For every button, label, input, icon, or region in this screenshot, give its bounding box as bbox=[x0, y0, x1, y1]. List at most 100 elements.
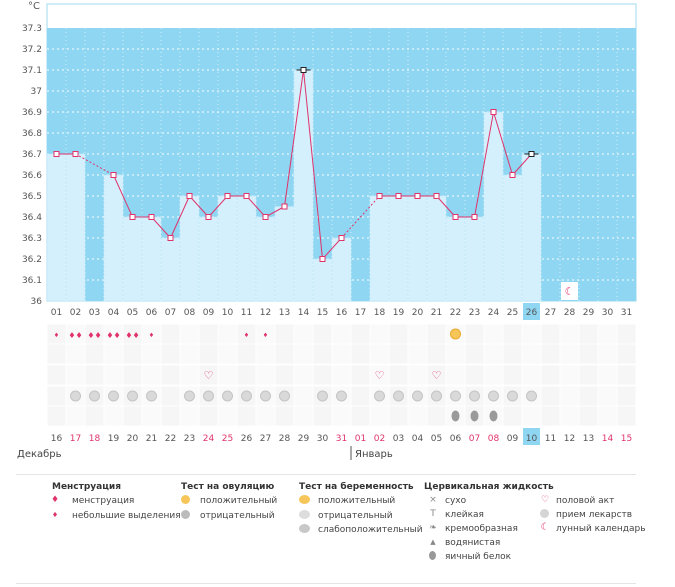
symbol-cell bbox=[540, 405, 561, 427]
temp-line-segment bbox=[151, 216, 171, 239]
pregnancy-negative-icon bbox=[299, 510, 310, 519]
medication-mark bbox=[507, 390, 518, 402]
temp-point bbox=[414, 193, 421, 199]
temp-line-segment bbox=[170, 195, 190, 239]
calendar-date-label: 15 bbox=[621, 434, 632, 444]
temp-bar bbox=[388, 195, 409, 302]
calendar-date-label: 02 bbox=[374, 434, 385, 444]
symbol-cell bbox=[84, 364, 105, 386]
symbol-cell bbox=[46, 364, 67, 386]
symbol-cell bbox=[426, 343, 447, 365]
temp-point bbox=[148, 214, 155, 220]
temp-point bbox=[262, 214, 269, 220]
symbol-cell bbox=[578, 364, 599, 386]
y-tick-label: 36.4 bbox=[22, 213, 42, 223]
calendar-date-label: 04 bbox=[412, 434, 424, 444]
temp-point bbox=[338, 235, 345, 241]
moon-icon: ☾ bbox=[565, 285, 575, 298]
legend-ovulation-negative: отрицательный bbox=[200, 511, 275, 521]
temp-point bbox=[205, 214, 212, 220]
symbol-cell bbox=[388, 323, 409, 345]
symbol-cell bbox=[597, 405, 618, 427]
egg-white-mark bbox=[489, 410, 498, 422]
symbol-cell bbox=[578, 323, 599, 345]
symbol-cell bbox=[312, 343, 333, 365]
cycle-day-label: 30 bbox=[602, 308, 614, 318]
temp-bar bbox=[236, 195, 257, 302]
temp-point bbox=[186, 193, 193, 199]
legend-spotting-item: небольшие выделения bbox=[72, 511, 181, 521]
symbol-cell bbox=[502, 323, 523, 345]
symbol-cell bbox=[483, 343, 504, 365]
temp-line-segment bbox=[189, 195, 209, 218]
symbol-cell bbox=[274, 405, 295, 427]
calendar-date-label: 30 bbox=[317, 434, 329, 444]
legend-intercourse: половой акт bbox=[556, 496, 615, 506]
symbol-cell bbox=[274, 323, 295, 345]
calendar-date-label: 14 bbox=[602, 434, 614, 444]
temp-point bbox=[452, 214, 459, 220]
ovulation-negative-icon bbox=[181, 510, 190, 519]
symbol-cell bbox=[255, 343, 276, 365]
drop-heavy-icon: ♦ bbox=[50, 495, 60, 505]
symbol-cell bbox=[141, 343, 162, 365]
symbol-cell bbox=[122, 343, 143, 365]
medication-mark bbox=[393, 390, 404, 402]
temp-point bbox=[509, 172, 516, 178]
legend-menstruation-item: менструация bbox=[72, 496, 135, 506]
cycle-day-label: 14 bbox=[298, 308, 310, 318]
symbol-cell bbox=[407, 405, 428, 427]
legend-divider-top bbox=[16, 474, 636, 475]
temp-point bbox=[395, 193, 402, 199]
symbol-cell bbox=[46, 343, 67, 365]
calendar-date-label: 01 bbox=[355, 434, 366, 444]
watery-icon: ▲ bbox=[430, 538, 436, 546]
medication-mark bbox=[146, 390, 157, 402]
symbol-cell bbox=[293, 405, 314, 427]
temp-point bbox=[53, 151, 60, 157]
temp-point bbox=[224, 193, 231, 199]
symbol-cell bbox=[559, 323, 580, 345]
medication-mark bbox=[89, 390, 100, 402]
calendar-date-label: 21 bbox=[146, 434, 157, 444]
symbol-cell bbox=[616, 385, 637, 407]
symbol-cell bbox=[464, 343, 485, 365]
symbol-cell bbox=[369, 343, 390, 365]
symbol-cell bbox=[483, 364, 504, 386]
symbol-cell bbox=[559, 343, 580, 365]
calendar-date-label: 07 bbox=[469, 434, 480, 444]
temp-point bbox=[490, 109, 497, 115]
legend-cervical-title: Цервикальная жидкость bbox=[424, 482, 554, 492]
calendar-date-label: 25 bbox=[222, 434, 233, 444]
symbol-cell bbox=[616, 405, 637, 427]
temp-bar bbox=[445, 216, 466, 302]
cycle-day-label: 31 bbox=[621, 308, 632, 318]
calendar-date-label: 13 bbox=[583, 434, 594, 444]
medication-mark bbox=[203, 390, 214, 402]
temp-bar bbox=[312, 258, 333, 302]
y-tick-label: 36.1 bbox=[22, 276, 42, 286]
calendar-date-label: 24 bbox=[203, 434, 215, 444]
calendar-date-label: 16 bbox=[51, 434, 63, 444]
calendar-date-label: 08 bbox=[488, 434, 500, 444]
ovulation-positive-icon bbox=[181, 495, 190, 504]
chart-svg: °C 37.3 37.2 37.1 37 36.9 36.8 36.7 36.6 36.5 36.4… bbox=[17, 1, 637, 460]
temp-bar bbox=[407, 195, 428, 302]
calendar-date-label: 20 bbox=[127, 434, 139, 444]
cycle-day-label: 03 bbox=[89, 308, 100, 318]
symbol-cell bbox=[350, 385, 371, 407]
symbol-cell bbox=[103, 343, 124, 365]
cycle-day-label: 16 bbox=[336, 308, 348, 318]
medication-mark bbox=[336, 390, 347, 402]
cycle-day-label: 24 bbox=[488, 308, 500, 318]
intercourse-icon: ♡ bbox=[204, 369, 214, 382]
temp-bar bbox=[426, 195, 447, 302]
symbol-cell bbox=[540, 364, 561, 386]
calendar-date-label: 06 bbox=[450, 434, 462, 444]
temp-line-segment bbox=[208, 195, 228, 218]
temp-line-segment bbox=[512, 153, 532, 176]
cycle-day-label: 06 bbox=[146, 308, 158, 318]
symbol-cell bbox=[103, 405, 124, 427]
menstruation-light-icon: ♦ bbox=[54, 332, 59, 339]
cycle-day-label: 04 bbox=[108, 308, 120, 318]
